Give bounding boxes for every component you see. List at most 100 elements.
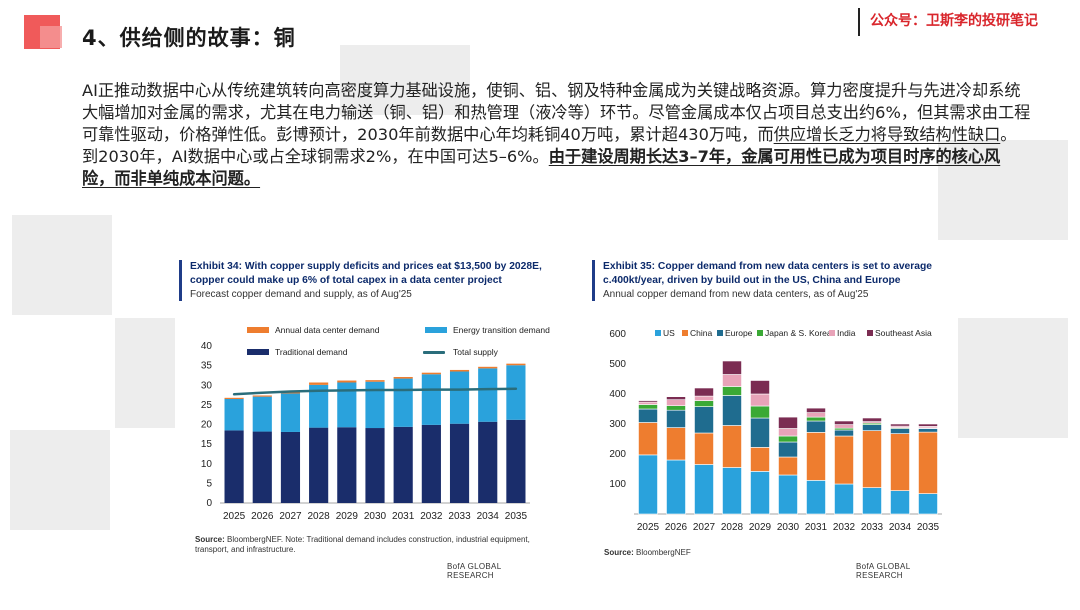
- bar-annual-data-center-demand: [506, 363, 526, 366]
- x-tick-label: 2030: [777, 522, 800, 533]
- page-title: 4、供给侧的故事：铜: [82, 26, 296, 50]
- bar-us: [918, 493, 938, 515]
- paragraph-underlined-text: 供应增长乏力将导致结构性缺口: [773, 125, 1001, 144]
- bg-block-5: [958, 318, 1068, 438]
- bar-europe: [722, 395, 742, 426]
- bar-traditional-demand: [365, 428, 385, 503]
- bar-europe: [778, 441, 798, 458]
- bar-japan-s-korea: [722, 386, 742, 396]
- bar-annual-data-center-demand: [224, 397, 244, 399]
- bar-traditional-demand: [506, 419, 526, 503]
- x-tick-label: 2033: [448, 511, 471, 522]
- x-tick-label: 2035: [505, 511, 528, 522]
- paragraph-key-takeaway: 由于建设周期长达3–7年，金属可用性已成为项目时序的核心风险，而非单纯成本问题。: [82, 147, 1001, 188]
- y-tick-label: 10: [201, 459, 213, 470]
- bar-us: [778, 474, 798, 515]
- bar-traditional-demand: [393, 426, 413, 503]
- body-paragraph: AI正推动数据中心从传统建筑转向高密度算力基础设施，使铜、铝、钢及特种金属成为关…: [82, 80, 1032, 190]
- exhibit-35-title: Exhibit 35: Copper demand from new data …: [603, 261, 933, 286]
- bar-india: [834, 424, 854, 429]
- brand-label: 公众号：卫斯李的投研笔记: [870, 13, 1038, 29]
- bar-southeast-asia: [890, 423, 910, 427]
- bar-energy-transition-demand: [506, 365, 526, 420]
- bar-europe: [918, 428, 938, 433]
- x-tick-label: 2032: [420, 511, 443, 522]
- bar-southeast-asia: [638, 400, 658, 403]
- bar-southeast-asia: [834, 420, 854, 425]
- exhibit-34-subtitle: Forecast copper demand and supply, as of…: [190, 289, 412, 300]
- legend-label-5: Southeast Asia: [875, 328, 932, 338]
- bar-europe: [806, 420, 826, 433]
- bar-india: [778, 428, 798, 437]
- bar-annual-data-center-demand: [449, 369, 470, 372]
- bar-japan-s-korea: [694, 400, 714, 407]
- bar-europe: [694, 406, 714, 434]
- legend-swatch-3: [757, 330, 763, 336]
- y-tick-label: 5: [206, 478, 212, 489]
- bar-india: [750, 393, 770, 407]
- bar-annual-data-center-demand: [421, 372, 441, 375]
- paragraph-text-2: 。到2030年，AI数据中心或占全球铜需求2%，在中国可达5–6%。: [82, 125, 1017, 166]
- bar-india: [694, 395, 714, 401]
- bar-energy-transition-demand: [478, 368, 498, 422]
- x-tick-label: 2029: [749, 522, 772, 533]
- bar-southeast-asia: [666, 396, 686, 400]
- x-tick-label: 2032: [833, 522, 856, 533]
- bar-china: [694, 432, 714, 465]
- bar-southeast-asia: [694, 387, 714, 397]
- bar-traditional-demand: [478, 421, 498, 503]
- bar-china: [722, 425, 742, 468]
- exhibit-34-source-text: BloombergNEF. Note: Traditional demand i…: [195, 535, 530, 554]
- exhibit-35-footer: BofA GLOBAL RESEARCH: [856, 562, 911, 580]
- x-tick-label: 2027: [693, 522, 716, 533]
- bar-annual-data-center-demand: [393, 377, 413, 379]
- bg-block-3: [938, 140, 1068, 240]
- x-tick-label: 2031: [805, 522, 828, 533]
- bar-annual-data-center-demand: [337, 380, 357, 383]
- bar-traditional-demand: [449, 423, 470, 503]
- bar-traditional-demand: [224, 430, 244, 503]
- bar-energy-transition-demand: [393, 378, 413, 427]
- exhibit-35-source-text: BloombergNEF: [636, 548, 691, 557]
- bar-southeast-asia: [778, 416, 798, 429]
- bar-china: [834, 435, 854, 485]
- x-tick-label: 2027: [279, 511, 302, 522]
- bg-block-4: [115, 318, 175, 428]
- exhibit-35-chart: US China Europe Japan & S. Korea India Southe…: [609, 328, 942, 533]
- legend-swatch-1: [682, 330, 688, 336]
- bar-us: [694, 464, 714, 515]
- legend-swatch-0: [655, 330, 661, 336]
- bar-southeast-asia: [918, 423, 938, 427]
- bar-energy-transition-demand: [365, 381, 385, 429]
- y-tick-label: 0: [206, 498, 212, 509]
- exhibit-35-header: Exhibit 35: Copper demand from new data …: [592, 260, 953, 301]
- legend-swatch-2: [247, 349, 269, 355]
- bar-annual-data-center-demand: [478, 366, 498, 369]
- bar-japan-s-korea: [666, 405, 686, 411]
- y-tick-label: 40: [201, 341, 213, 352]
- bar-china: [918, 431, 938, 494]
- bar-southeast-asia: [806, 407, 826, 413]
- bar-europe: [834, 429, 854, 437]
- total-supply-line: [232, 387, 518, 396]
- title-accent-square-light: [40, 26, 62, 48]
- exhibit-34-header: Exhibit 34: With copper supply deficits …: [179, 260, 545, 301]
- bar-traditional-demand: [421, 424, 441, 503]
- legend-label-1: Energy transition demand: [453, 325, 550, 335]
- legend-label-2: Traditional demand: [275, 347, 348, 357]
- bar-us: [890, 490, 910, 515]
- legend-label-1: China: [690, 328, 712, 338]
- legend-swatch-4: [829, 330, 835, 336]
- bar-southeast-asia: [722, 360, 742, 375]
- x-tick-label: 2028: [721, 522, 744, 533]
- bar-traditional-demand: [309, 427, 329, 503]
- bar-china: [666, 427, 686, 461]
- bar-traditional-demand: [280, 431, 301, 503]
- exhibit-34-footer: BofA GLOBAL RESEARCH: [447, 562, 502, 580]
- bar-japan-s-korea: [750, 405, 770, 419]
- y-tick-label: 15: [201, 439, 213, 450]
- bg-block-6: [10, 430, 110, 530]
- bar-annual-data-center-demand: [309, 382, 329, 385]
- exhibit-35-source: Source: BloombergNEF: [604, 548, 904, 558]
- bar-energy-transition-demand: [309, 384, 329, 428]
